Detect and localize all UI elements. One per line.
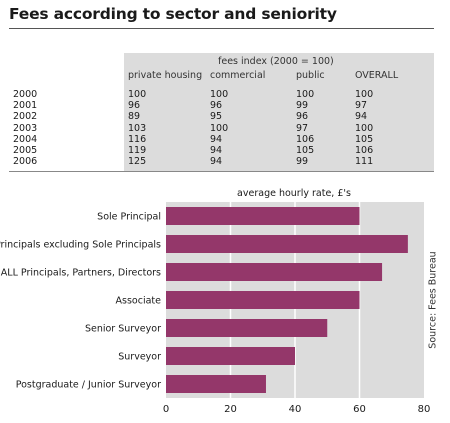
table-cell: 94 xyxy=(210,156,223,168)
table-cell: 96 xyxy=(210,100,223,112)
bar xyxy=(166,235,408,253)
table-cell: 89 xyxy=(128,111,141,123)
bar xyxy=(166,207,360,225)
bar xyxy=(166,263,383,281)
category-label: Postgraduate / Junior Surveyor xyxy=(16,380,161,391)
x-tick-label: 40 xyxy=(289,404,302,415)
table-cell: 95 xyxy=(210,111,223,123)
table-cell: 100 xyxy=(128,89,147,100)
table-group-header: fees index (2000 = 100) xyxy=(218,56,334,67)
table-row-year: 2000 xyxy=(13,89,38,100)
chart-title: average hourly rate, £'s xyxy=(237,188,351,199)
table-cell: 100 xyxy=(210,122,229,134)
column-header-overall: OVERALL xyxy=(355,70,399,81)
table-cell: 105 xyxy=(296,145,315,156)
fees-index-table: fees index (2000 = 100) private housing … xyxy=(0,0,450,180)
category-label: Associate xyxy=(116,296,162,307)
table-cell: 94 xyxy=(355,111,368,123)
table-cell: 96 xyxy=(296,111,309,123)
category-labels: Sole Principal Principals excluding Sole … xyxy=(0,212,161,391)
table-cell: 116 xyxy=(128,133,147,145)
table-row-year: 2001 xyxy=(13,100,38,112)
x-tick-label: 60 xyxy=(353,404,366,415)
table-row-year: 2005 xyxy=(13,145,38,156)
table-cell: 96 xyxy=(128,100,141,112)
table-bottom-divider xyxy=(9,171,434,172)
title-divider xyxy=(9,28,434,29)
category-label: Senior Surveyor xyxy=(85,324,161,335)
x-tick-label: 20 xyxy=(224,404,237,415)
source-note: Source: Fees Bureau xyxy=(427,251,439,349)
column-header-private-housing: private housing xyxy=(128,70,203,81)
bars xyxy=(166,207,408,393)
table-cell: 100 xyxy=(210,89,229,100)
table-cell: 94 xyxy=(210,145,223,156)
category-label: Surveyor xyxy=(118,352,161,363)
table-cell: 99 xyxy=(296,156,309,168)
table-row-year: 2006 xyxy=(13,156,38,168)
x-tick-label: 80 xyxy=(418,404,431,415)
page-title: Fees according to sector and seniority xyxy=(9,5,337,23)
x-tick-label: 0 xyxy=(163,404,169,415)
table-cell: 100 xyxy=(296,89,315,100)
category-label: Sole Principal xyxy=(97,212,161,223)
column-header-public: public xyxy=(296,70,325,81)
table-header-shade xyxy=(124,53,434,171)
table-cell: 125 xyxy=(128,156,147,168)
bar xyxy=(166,319,328,337)
table-row-year: 2004 xyxy=(13,133,38,145)
table-cell: 97 xyxy=(296,122,309,134)
table-cell: 94 xyxy=(210,133,223,145)
bar xyxy=(166,291,360,309)
table-cell: 100 xyxy=(355,89,374,100)
table-row-year: 2002 xyxy=(13,111,38,123)
category-label: ALL Principals, Partners, Directors xyxy=(1,268,161,279)
table-cell: 106 xyxy=(296,133,315,145)
table-cell: 100 xyxy=(355,122,374,134)
x-tick-labels: 0 20 40 60 80 xyxy=(163,404,431,415)
bar xyxy=(166,347,295,365)
table-row-year: 2003 xyxy=(13,122,38,134)
category-label: Principals excluding Sole Principals xyxy=(0,240,161,251)
column-header-commercial: commercial xyxy=(210,70,266,81)
table-cell: 103 xyxy=(128,122,147,134)
table-cell: 99 xyxy=(296,100,309,112)
table-cell: 106 xyxy=(355,145,374,156)
table-cell: 97 xyxy=(355,100,368,112)
table-cell: 119 xyxy=(128,145,147,156)
table-cell: 105 xyxy=(355,133,374,145)
table-cell: 111 xyxy=(355,156,374,168)
bar xyxy=(166,375,266,393)
